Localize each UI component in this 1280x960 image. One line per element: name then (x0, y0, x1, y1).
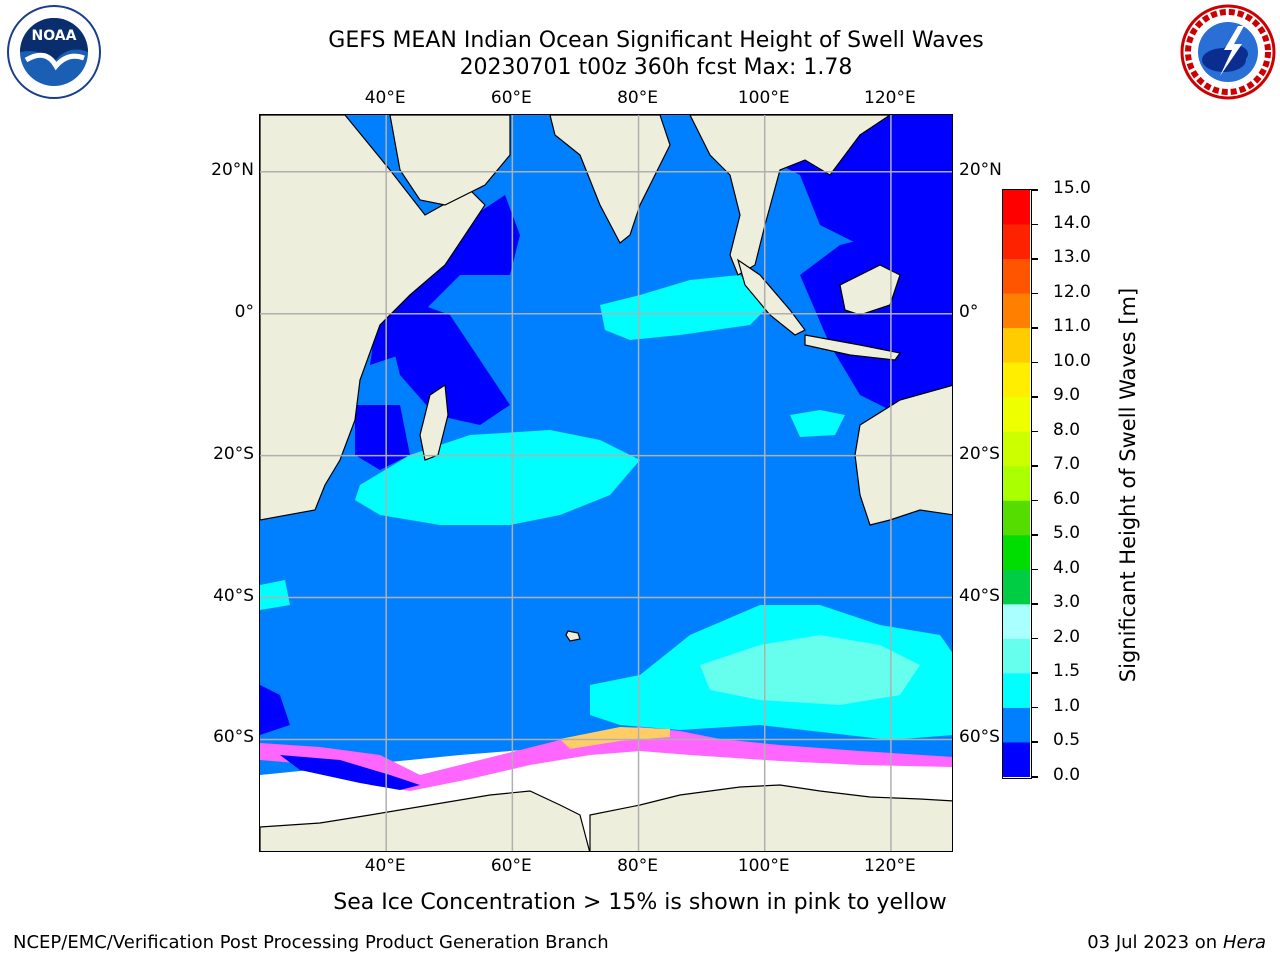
lat-tick-label-left: 60°S (213, 727, 254, 748)
map-panel (259, 114, 953, 852)
colorbar-swatch (1003, 638, 1030, 674)
colorbar-tick (1032, 776, 1038, 778)
lat-tick-label-right: 20°N (959, 159, 1002, 180)
colorbar-label: 1.5 (1053, 661, 1081, 682)
lon-tick-label-top: 40°E (364, 88, 406, 108)
lon-tick-label-bottom: 80°E (617, 856, 658, 876)
noaa-logo: NOAA (6, 4, 102, 100)
colorbar-label: 4.0 (1053, 557, 1081, 578)
chart-title: GEFS MEAN Indian Ocean Significant Heigh… (328, 28, 984, 53)
colorbar-swatch (1003, 397, 1030, 433)
colorbar-label: 2.0 (1053, 626, 1081, 647)
colorbar-tick (1032, 430, 1038, 433)
colorbar-tick (1032, 568, 1038, 571)
colorbar-swatch (1003, 259, 1030, 295)
lon-tick-label-top: 100°E (737, 88, 790, 108)
colorbar-tick (1032, 534, 1038, 536)
colorbar-swatch (1003, 431, 1030, 467)
colorbar-tick (1032, 672, 1038, 674)
colorbar (1002, 189, 1032, 779)
colorbar-title: Significant Height of Swell Waves [m] (1116, 287, 1140, 683)
colorbar-swatches (1003, 190, 1030, 777)
credit-line: NCEP/EMC/Verification Post Processing Pr… (13, 932, 609, 953)
lon-tick-label-top: 60°E (490, 88, 532, 108)
lat-tick-label-right: 20°S (959, 443, 1000, 464)
machine-name: Hera (1222, 932, 1266, 953)
colorbar-tick (1032, 361, 1038, 364)
colorbar-label: 0.0 (1053, 765, 1081, 785)
antarctic-ice (260, 727, 952, 851)
lat-tick-label-right: 60°S (959, 727, 1000, 748)
colorbar-swatch (1003, 328, 1030, 364)
colorbar-swatch (1003, 190, 1030, 226)
chart-subtitle: 20230701 t00z 360h fcst Max: 1.78 (459, 55, 853, 80)
colorbar-tick (1032, 603, 1038, 605)
colorbar-label: 5.0 (1053, 523, 1081, 544)
sea-ice-footnote: Sea Ice Concentration > 15% is shown in … (333, 890, 947, 915)
colorbar-tick (1032, 327, 1038, 329)
lon-tick-label-bottom: 120°E (864, 856, 916, 876)
colorbar-swatch (1003, 293, 1030, 329)
colorbar-label: 0.5 (1053, 730, 1081, 751)
colorbar-label: 6.0 (1053, 488, 1081, 509)
colorbar-swatch (1003, 707, 1030, 743)
lat-tick-label-right: 40°S (959, 585, 1000, 606)
map-canvas (260, 115, 952, 851)
lat-tick-label-left: 20°S (213, 443, 254, 464)
colorbar-label: 10.0 (1053, 350, 1091, 371)
colorbar-label: 14.0 (1053, 212, 1091, 233)
colorbar-swatch (1003, 224, 1030, 260)
colorbar-swatch (1003, 466, 1030, 502)
lon-tick-label-bottom: 100°E (737, 856, 790, 876)
svg-text:NOAA: NOAA (32, 28, 77, 44)
colorbar-label: 8.0 (1053, 419, 1081, 440)
colorbar-tick (1032, 396, 1038, 398)
swell-band-1.5-2.0 (700, 635, 920, 705)
colorbar-tick (1032, 465, 1038, 467)
graticule (260, 115, 952, 851)
colorbar-tick (1032, 189, 1038, 191)
colorbar-tick (1032, 223, 1038, 226)
colorbar-label: 1.0 (1053, 695, 1081, 716)
colorbar-label: 11.0 (1053, 316, 1091, 337)
lon-tick-label-top: 120°E (864, 88, 916, 108)
colorbar-tick (1032, 499, 1038, 502)
colorbar-tick (1032, 741, 1038, 743)
lat-tick-label-left: 20°N (211, 159, 254, 180)
colorbar-tick (1032, 706, 1038, 709)
colorbar-swatch (1003, 673, 1030, 709)
colorbar-swatch (1003, 742, 1030, 777)
run-date: 03 Jul 2023 on (1087, 932, 1218, 953)
colorbar-label: 12.0 (1053, 281, 1091, 302)
colorbar-swatch (1003, 569, 1030, 605)
colorbar-label: 3.0 (1053, 592, 1081, 613)
lat-tick-label-left: 0° (234, 301, 254, 322)
lat-tick-label-left: 40°S (213, 585, 254, 606)
nws-logo (1180, 4, 1276, 100)
lon-tick-label-top: 80°E (617, 88, 658, 108)
colorbar-swatch (1003, 604, 1030, 640)
colorbar-swatch (1003, 500, 1030, 536)
colorbar-swatch (1003, 362, 1030, 398)
lat-tick-label-right: 0° (959, 301, 979, 322)
colorbar-label: 13.0 (1053, 247, 1091, 268)
colorbar-tick (1032, 637, 1038, 640)
colorbar-swatch (1003, 535, 1030, 571)
lon-tick-label-bottom: 60°E (490, 856, 532, 876)
colorbar-tick (1032, 258, 1038, 260)
run-info: 03 Jul 2023 on Hera (1087, 932, 1266, 953)
colorbar-label: 7.0 (1053, 454, 1081, 475)
colorbar-label: 15.0 (1053, 178, 1091, 198)
colorbar-tick (1032, 292, 1038, 295)
colorbar-label: 9.0 (1053, 385, 1081, 406)
lon-tick-label-bottom: 40°E (364, 856, 406, 876)
